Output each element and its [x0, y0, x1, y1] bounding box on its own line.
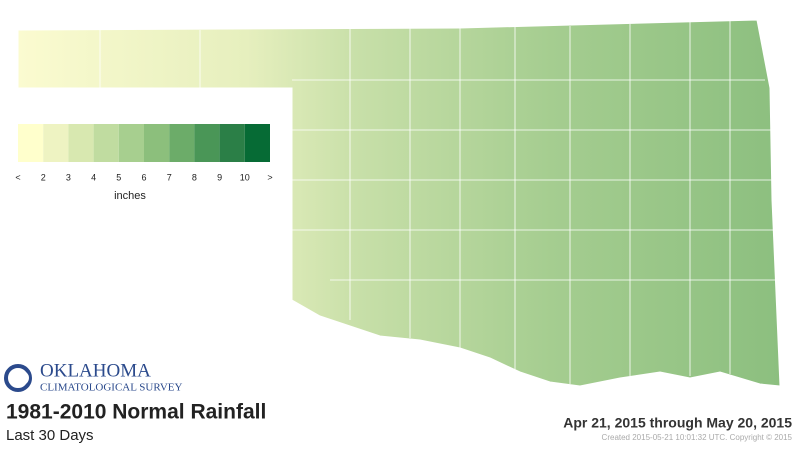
legend-label: 6	[141, 172, 146, 182]
credit: Created 2015-05-21 10:01:32 UTC. Copyrig…	[602, 433, 793, 442]
legend-label: 9	[217, 172, 222, 182]
legend-label: 2	[41, 172, 46, 182]
legend-swatch	[68, 124, 94, 162]
legend-swatch	[18, 124, 44, 162]
county-lines	[99, 21, 777, 384]
legend-label: 7	[167, 172, 172, 182]
legend-label: >	[267, 172, 272, 182]
legend-label: 5	[116, 172, 121, 182]
legend-swatch	[194, 124, 220, 162]
state-shape	[17, 19, 781, 387]
date-range: Apr 21, 2015 through May 20, 2015	[563, 415, 792, 431]
legend-swatch	[244, 124, 270, 162]
legend-swatch	[118, 124, 144, 162]
legend: <2 3 4 5 6 7 8 9 10 > inches	[15, 124, 273, 202]
logo: Oklahoma Climatological Survey	[4, 360, 182, 394]
legend-label: <	[15, 172, 20, 182]
subtitle: Last 30 Days	[6, 427, 94, 444]
legend-swatch	[219, 124, 245, 162]
legend-label: 8	[192, 172, 197, 182]
legend-swatch	[144, 124, 170, 162]
legend-swatch	[93, 124, 119, 162]
legend-label: 3	[66, 172, 71, 182]
legend-swatch	[43, 124, 69, 162]
legend-swatch	[169, 124, 195, 162]
legend-unit: inches	[114, 190, 146, 202]
logo-subname: Climatological Survey	[40, 382, 182, 394]
title: 1981-2010 Normal Rainfall	[6, 401, 266, 424]
legend-label: 4	[91, 172, 96, 182]
logo-name: Oklahoma	[40, 360, 151, 381]
legend-label: 10	[240, 172, 250, 182]
